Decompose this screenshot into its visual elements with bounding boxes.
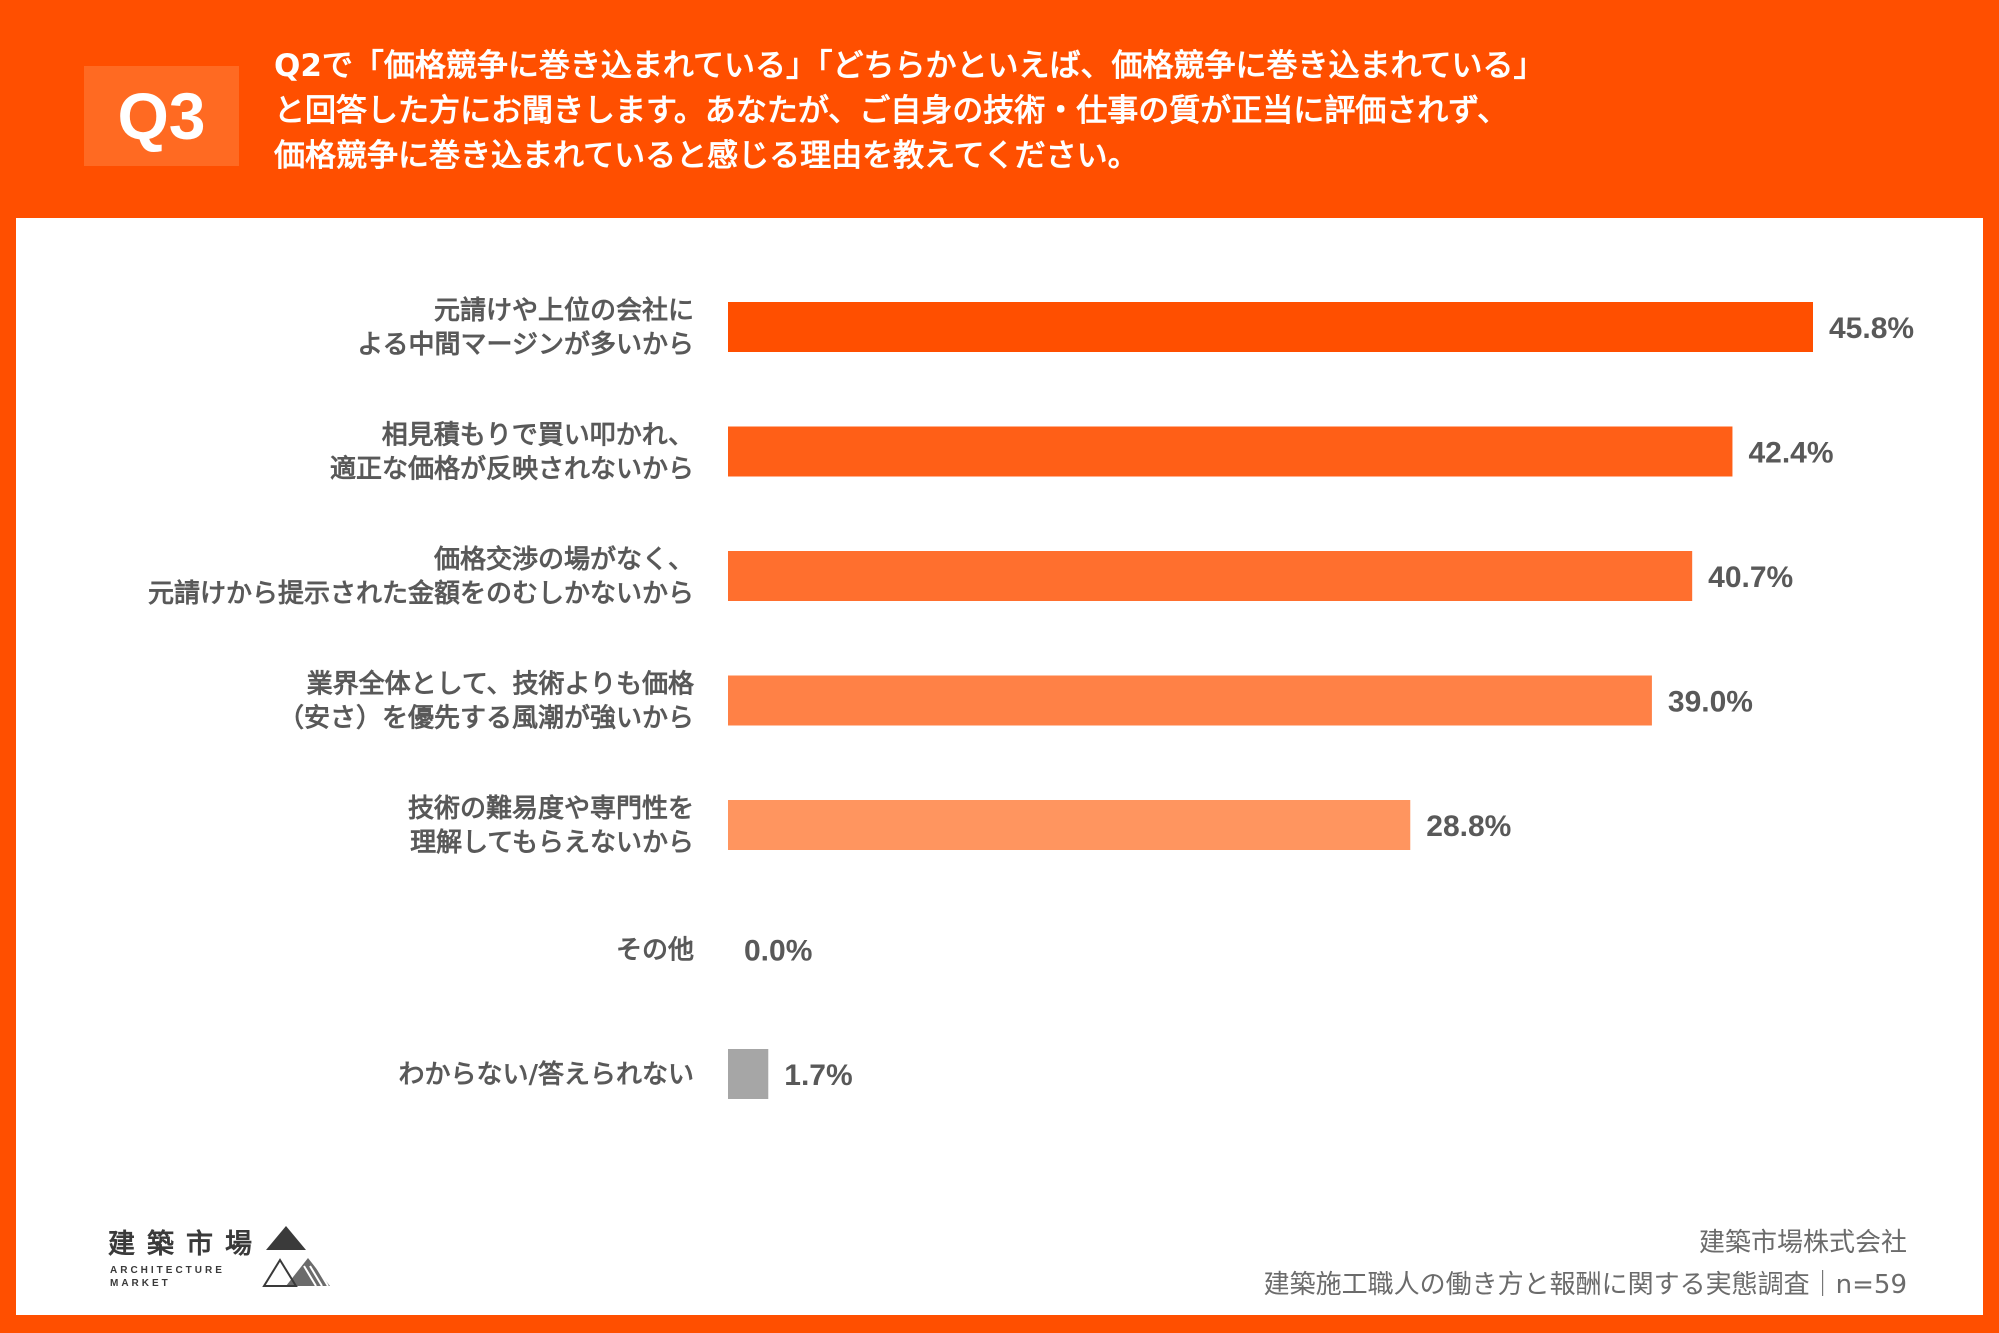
bar-5 bbox=[728, 800, 1411, 850]
value-label-4: 39.0% bbox=[1668, 686, 1753, 719]
question-badge: Q3 bbox=[84, 66, 239, 166]
logo-name-en-line2: MARKET bbox=[110, 1278, 171, 1289]
category-label-3: 価格交渉の場がなく、元請けから提示された金額をのむしかないから bbox=[148, 544, 694, 609]
bar-4 bbox=[728, 675, 1652, 726]
category-label-1: 元請けや上位の会社による中間マージンが多いから bbox=[357, 295, 694, 360]
value-label-5: 28.8% bbox=[1426, 810, 1511, 843]
bar-2 bbox=[728, 426, 1733, 477]
logo-name-jp: 建築市場 bbox=[108, 1229, 264, 1260]
value-label-7: 1.7% bbox=[784, 1059, 852, 1092]
category-label-line: 相見積もりで買い叩かれ、 bbox=[382, 421, 694, 451]
category-label-line: 業界全体として、技術よりも価格 bbox=[307, 669, 695, 700]
mountain-logo-icon bbox=[262, 1226, 330, 1287]
bar-chart: 45.8% 元請けや上位の会社による中間マージンが多いから 42.4% 相見積もりで買… bbox=[148, 295, 1914, 1099]
source-company: 建築市場株式会社 bbox=[1698, 1228, 1907, 1258]
question-text: Q2で「価格競争に巻き込まれている」「どちらかといえば、価格競争に巻き込まれてい… bbox=[274, 48, 1545, 174]
category-label-line: よる中間マージンが多いから bbox=[357, 329, 694, 360]
category-label-line: （安さ）を優先する風潮が強いから bbox=[278, 703, 694, 734]
bar-3 bbox=[728, 551, 1693, 601]
category-label-line: 元請けや上位の会社に bbox=[434, 295, 694, 326]
value-label-3: 40.7% bbox=[1708, 561, 1793, 594]
chart-panel: 45.8% 元請けや上位の会社による中間マージンが多いから 42.4% 相見積もりで買… bbox=[16, 218, 1983, 1315]
category-label-2: 相見積もりで買い叩かれ、適正な価格が反映されないから bbox=[330, 421, 694, 485]
value-label-1: 45.8% bbox=[1829, 312, 1914, 345]
value-label-2: 42.4% bbox=[1748, 437, 1833, 470]
category-label-5: 技術の難易度や専門性を理解してもらえないから bbox=[408, 793, 694, 858]
value-label-6: 0.0% bbox=[744, 935, 812, 968]
category-label-line: その他 bbox=[616, 936, 694, 966]
logo-name-en-line1: ARCHITECTURE bbox=[110, 1265, 225, 1276]
bar-1 bbox=[728, 302, 1813, 352]
category-label-line: 元請けから提示された金額をのむしかないから bbox=[148, 578, 694, 609]
category-label-4: 業界全体として、技術よりも価格（安さ）を優先する風潮が強いから bbox=[278, 669, 695, 734]
category-label-line: 価格交渉の場がなく、 bbox=[433, 544, 694, 575]
category-label-line: 技術の難易度や専門性を bbox=[408, 793, 694, 824]
logo-name-en: ARCHITECTURE MARKET bbox=[110, 1264, 280, 1290]
company-logo: 建築市場 ARCHITECTURE MARKET bbox=[108, 1222, 368, 1302]
source-note: 建築市場株式会社 建築施工職人の働き方と報酬に関する実態調査｜n=59 bbox=[1264, 1222, 1907, 1306]
header: Q3 Q2で「価格競争に巻き込まれている」「どちらかといえば、価格競争に巻き込ま… bbox=[0, 0, 1999, 218]
category-label-line: わからない/答えられない bbox=[399, 1059, 695, 1090]
source-survey: 建築施工職人の働き方と報酬に関する実態調査｜n=59 bbox=[1263, 1270, 1907, 1300]
bar-7 bbox=[728, 1049, 769, 1099]
category-label-7: わからない/答えられない bbox=[399, 1059, 695, 1090]
category-label-6: その他 bbox=[616, 936, 694, 966]
category-label-line: 理解してもらえないから bbox=[410, 828, 694, 858]
category-label-line: 適正な価格が反映されないから bbox=[330, 454, 694, 485]
